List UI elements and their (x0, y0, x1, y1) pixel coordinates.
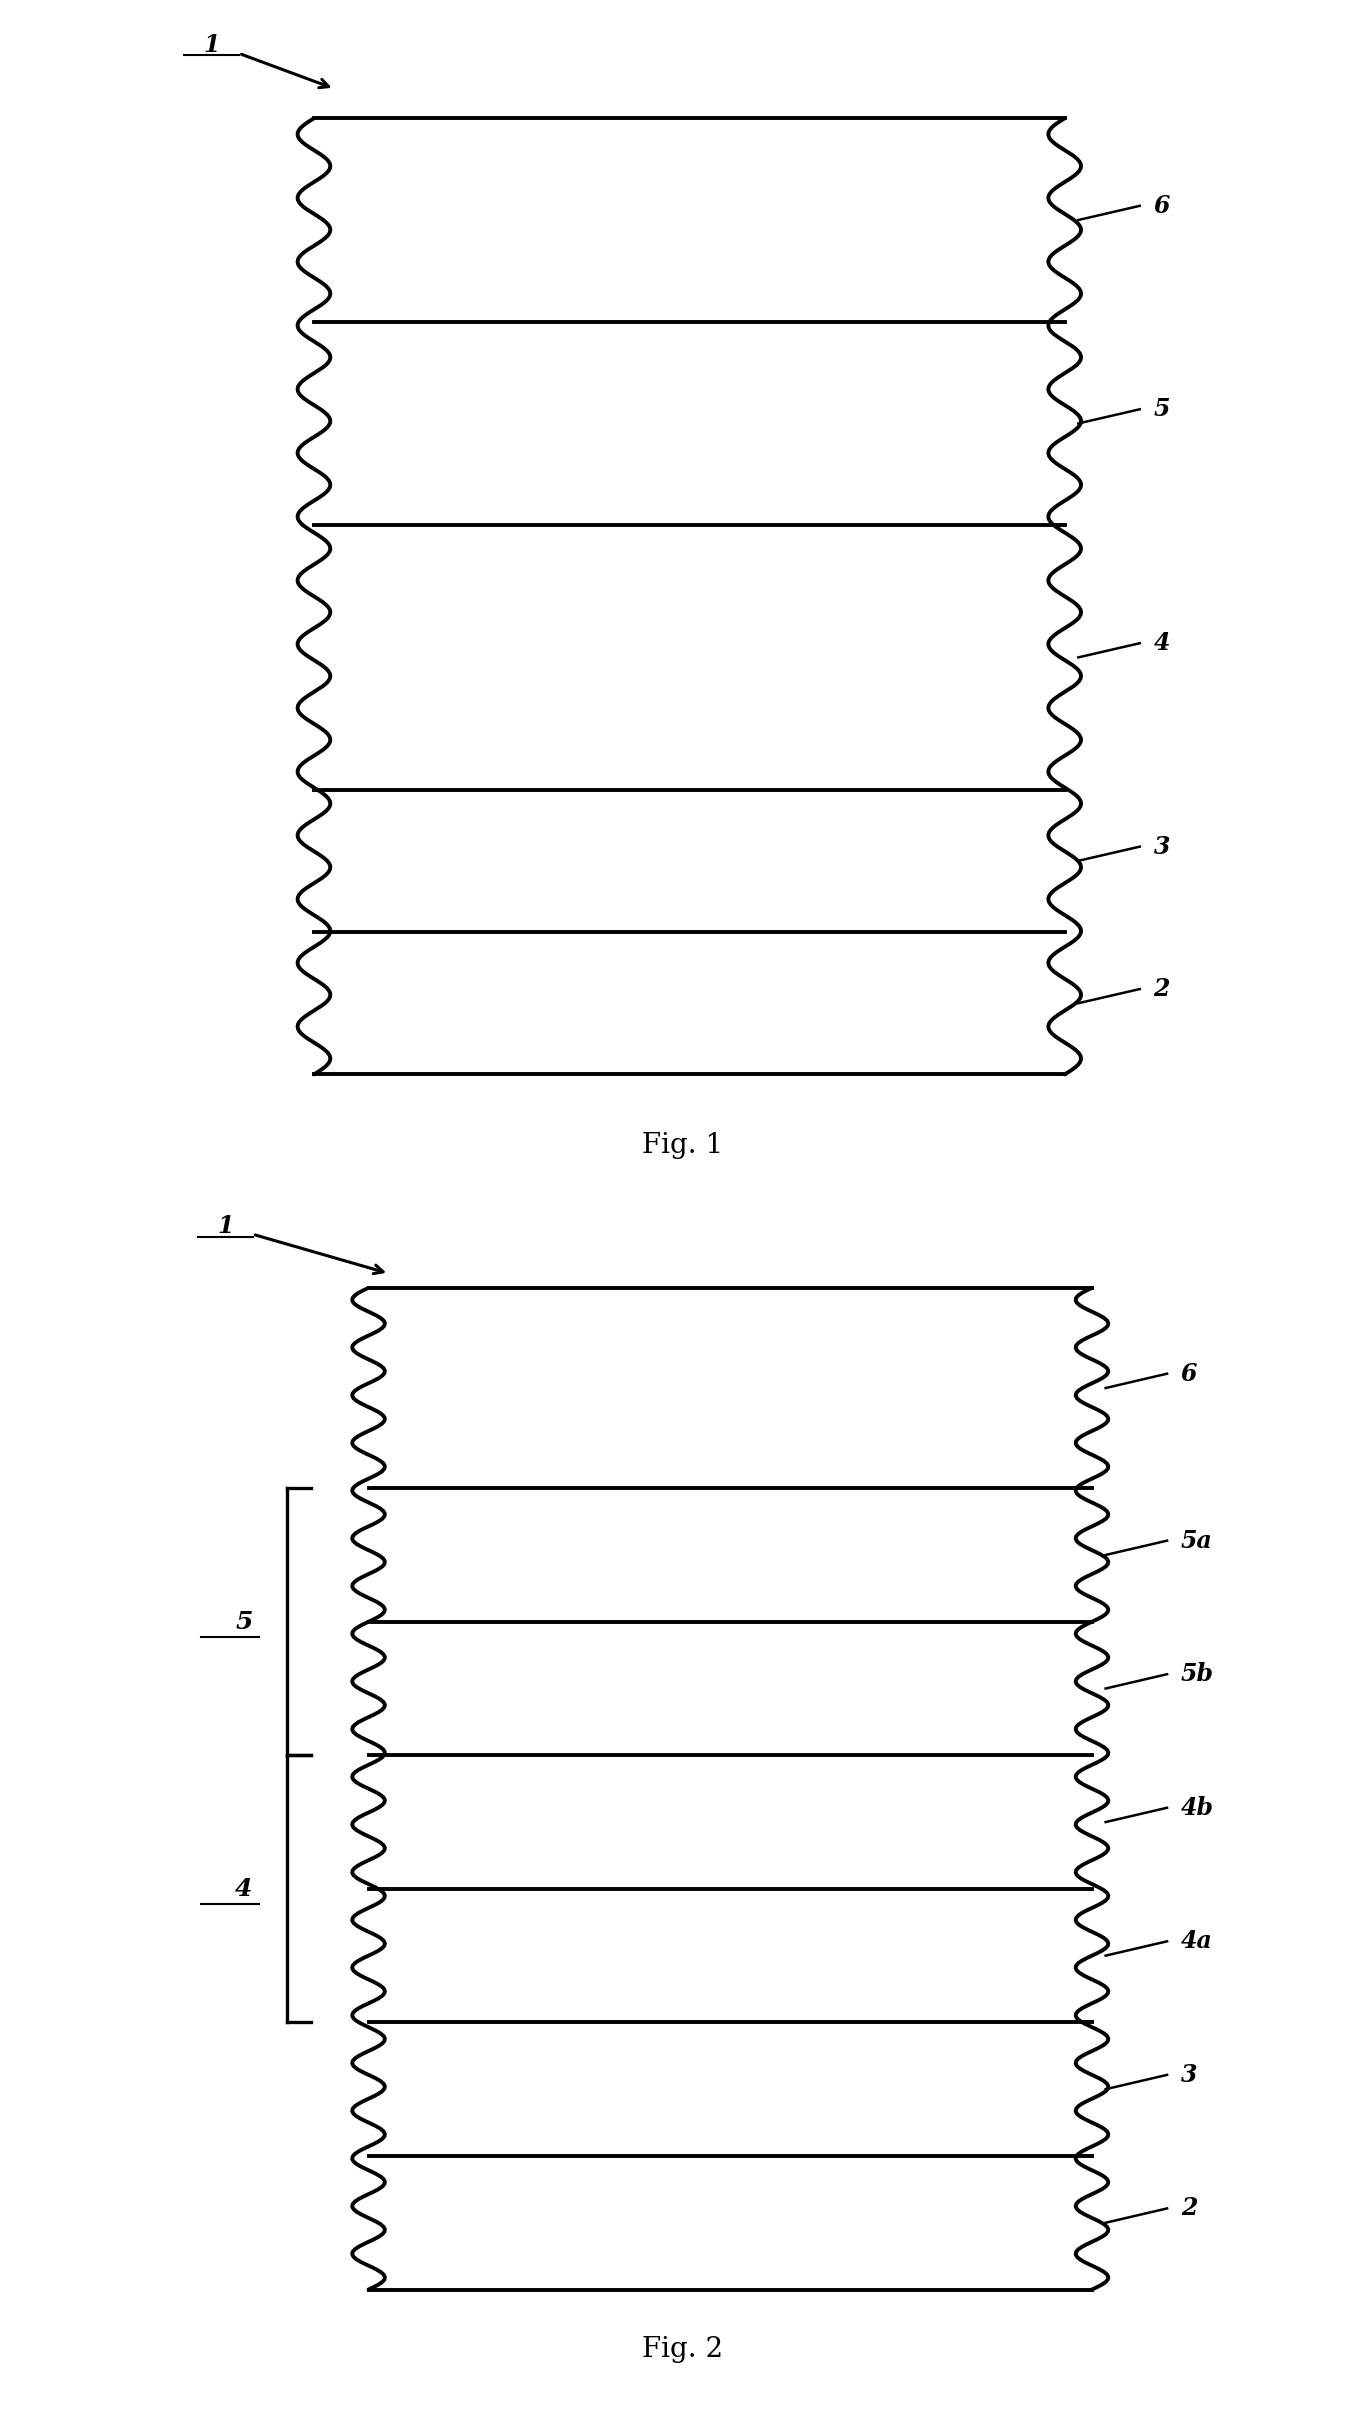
Text: 6: 6 (1181, 1361, 1197, 1385)
Text: 1: 1 (217, 1214, 233, 1238)
Text: 4b: 4b (1181, 1795, 1213, 1819)
Text: Fig. 2: Fig. 2 (642, 2337, 723, 2363)
Text: 3: 3 (1181, 2062, 1197, 2086)
Text: 4a: 4a (1181, 1930, 1212, 1954)
Text: 5: 5 (235, 1609, 253, 1633)
Text: 5b: 5b (1181, 1662, 1213, 1686)
Text: 4: 4 (1153, 631, 1170, 655)
Text: 6: 6 (1153, 193, 1170, 217)
Text: 1: 1 (203, 34, 220, 58)
Text: 4: 4 (235, 1877, 253, 1901)
Text: 3: 3 (1153, 834, 1170, 858)
Text: Fig. 1: Fig. 1 (642, 1132, 723, 1159)
Text: 5a: 5a (1181, 1530, 1212, 1554)
Text: 2: 2 (1181, 2197, 1197, 2221)
Text: 2: 2 (1153, 978, 1170, 1002)
Text: 5: 5 (1153, 397, 1170, 422)
